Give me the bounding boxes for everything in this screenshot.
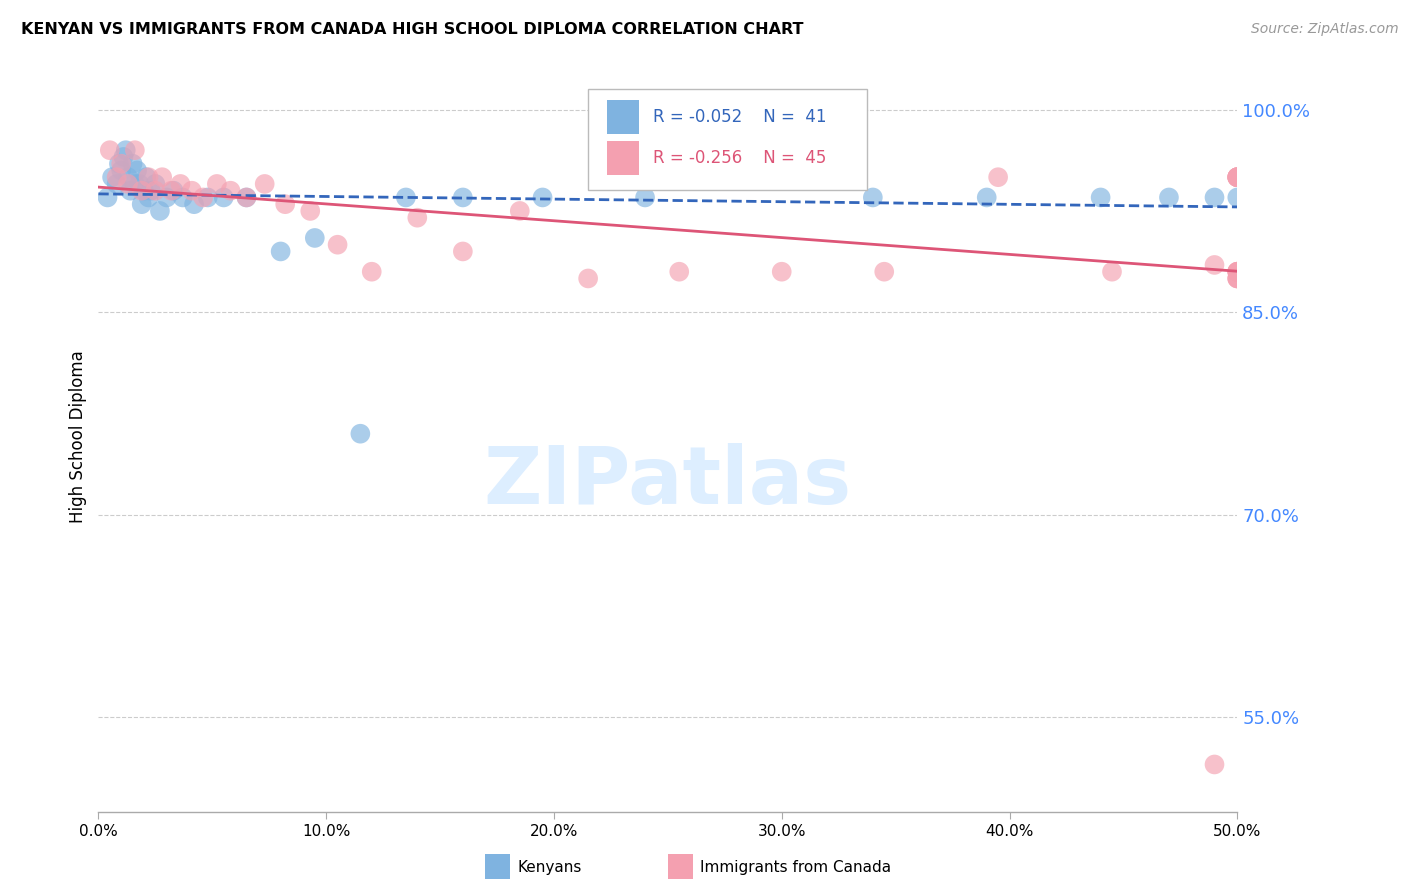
Point: [105, 177, 128, 191]
Point: [360, 265, 382, 279]
Point: [668, 265, 690, 279]
Point: [180, 184, 202, 198]
Point: [509, 203, 531, 218]
Point: [1204, 258, 1226, 272]
Point: [1226, 170, 1249, 185]
Point: [212, 190, 235, 204]
Point: [197, 190, 219, 204]
Point: [132, 184, 155, 198]
Point: [576, 271, 599, 285]
Point: [205, 177, 228, 191]
Point: [299, 203, 322, 218]
Point: [1226, 265, 1249, 279]
Point: [131, 184, 153, 198]
Point: [1226, 265, 1249, 279]
Point: [128, 177, 150, 191]
FancyBboxPatch shape: [588, 88, 868, 190]
Point: [149, 203, 172, 218]
Point: [101, 170, 124, 185]
Point: [172, 190, 194, 204]
Point: [235, 190, 257, 204]
Text: Immigrants from Canada: Immigrants from Canada: [700, 861, 891, 875]
Point: [1226, 271, 1249, 285]
Point: [1226, 265, 1249, 279]
Point: [1204, 757, 1226, 772]
Point: [1226, 170, 1249, 185]
Point: [1157, 190, 1180, 204]
Point: [531, 190, 554, 204]
Point: [976, 190, 998, 204]
Point: [112, 150, 135, 164]
FancyBboxPatch shape: [607, 100, 640, 134]
Point: [1226, 271, 1249, 285]
Point: [162, 184, 184, 198]
Point: [105, 170, 128, 185]
Point: [117, 177, 139, 191]
Text: ZIPatlas: ZIPatlas: [484, 443, 852, 521]
Point: [160, 184, 183, 198]
Point: [150, 170, 173, 185]
Text: KENYAN VS IMMIGRANTS FROM CANADA HIGH SCHOOL DIPLOMA CORRELATION CHART: KENYAN VS IMMIGRANTS FROM CANADA HIGH SC…: [21, 22, 804, 37]
Point: [169, 177, 191, 191]
Point: [219, 184, 242, 198]
Point: [145, 184, 167, 198]
Point: [114, 143, 136, 157]
Point: [1226, 170, 1249, 185]
Point: [1226, 170, 1249, 185]
Point: [117, 170, 139, 185]
Point: [124, 177, 146, 191]
Point: [270, 244, 292, 259]
Point: [1226, 170, 1249, 185]
Point: [748, 157, 770, 171]
Y-axis label: High School Diploma: High School Diploma: [69, 351, 87, 524]
Point: [1226, 190, 1249, 204]
Point: [253, 177, 276, 191]
Text: R = -0.052    N =  41: R = -0.052 N = 41: [652, 108, 827, 126]
Point: [135, 170, 157, 185]
Point: [349, 426, 371, 441]
Point: [1226, 271, 1249, 285]
Point: [1204, 190, 1226, 204]
Point: [274, 197, 297, 211]
Point: [326, 237, 349, 252]
Text: Source: ZipAtlas.com: Source: ZipAtlas.com: [1251, 22, 1399, 37]
Text: Kenyans: Kenyans: [517, 861, 582, 875]
Point: [451, 190, 474, 204]
Point: [139, 184, 162, 198]
Point: [634, 190, 657, 204]
Point: [1226, 265, 1249, 279]
Point: [120, 184, 142, 198]
Point: [1226, 170, 1249, 185]
Point: [98, 143, 121, 157]
Point: [110, 157, 132, 171]
Point: [121, 157, 143, 171]
Point: [124, 143, 146, 157]
Point: [183, 197, 205, 211]
Text: R = -0.256    N =  45: R = -0.256 N = 45: [652, 149, 827, 167]
Point: [406, 211, 429, 225]
FancyBboxPatch shape: [607, 141, 640, 175]
Point: [1101, 265, 1123, 279]
Point: [96, 190, 118, 204]
Point: [395, 190, 418, 204]
Point: [108, 157, 131, 171]
Point: [138, 190, 160, 204]
Point: [131, 197, 153, 211]
Point: [873, 265, 896, 279]
Point: [145, 177, 167, 191]
Point: [770, 265, 793, 279]
Point: [156, 190, 179, 204]
Point: [110, 163, 132, 178]
Point: [235, 190, 257, 204]
Point: [862, 190, 884, 204]
Point: [1090, 190, 1112, 204]
Point: [127, 163, 149, 178]
Point: [451, 244, 474, 259]
Point: [987, 170, 1010, 185]
Point: [193, 190, 215, 204]
Point: [304, 231, 326, 245]
Point: [138, 170, 160, 185]
